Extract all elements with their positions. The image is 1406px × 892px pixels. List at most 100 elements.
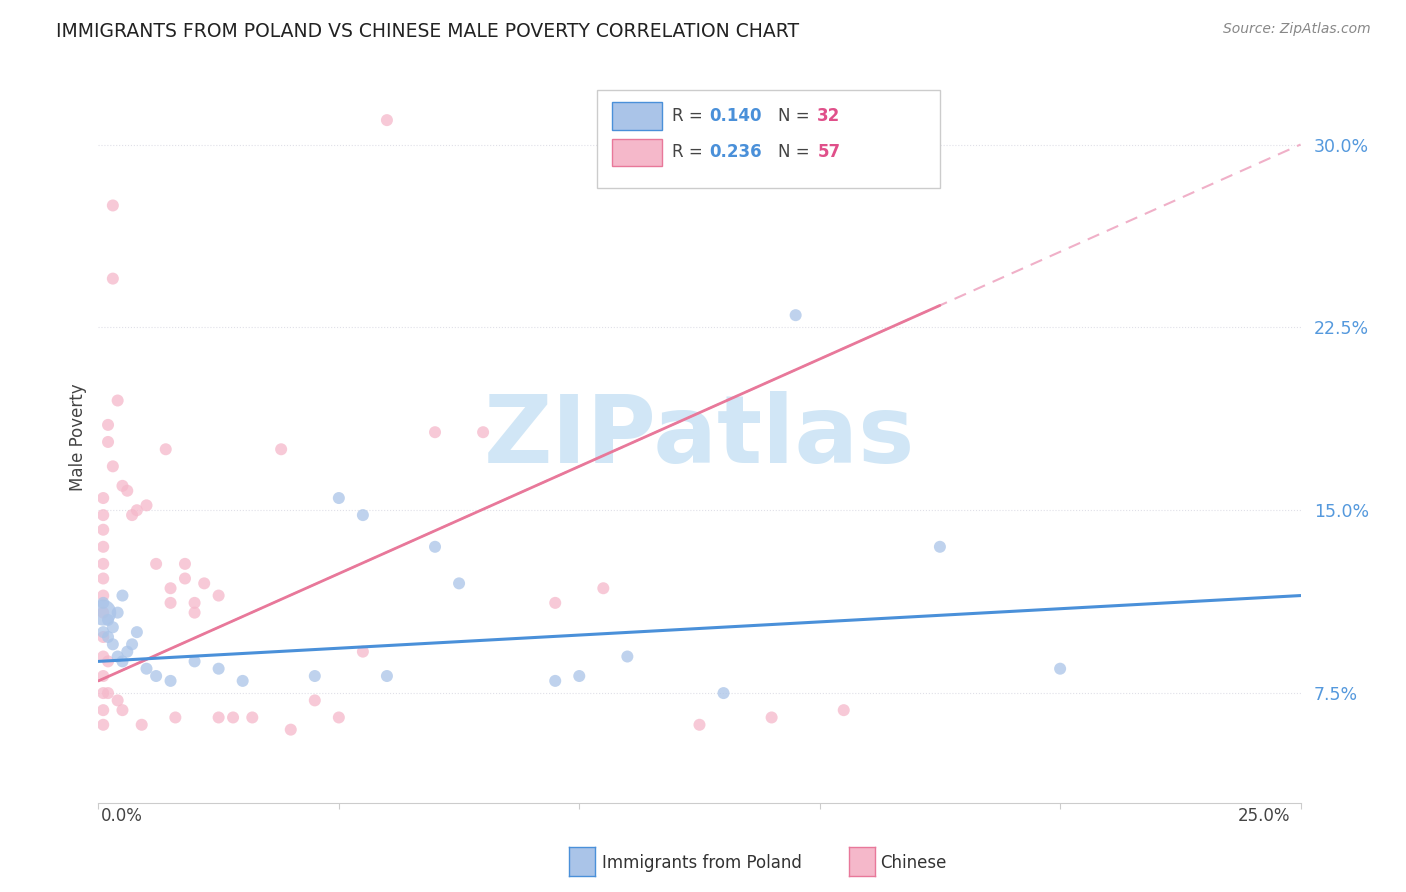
Point [91, 557, 114, 571]
Text: IMMIGRANTS FROM POLAND VS CHINESE MALE POVERTY CORRELATION CHART: IMMIGRANTS FROM POLAND VS CHINESE MALE P… [56, 22, 800, 41]
Point [111, 703, 134, 717]
Point [97, 686, 120, 700]
Point [121, 508, 143, 522]
Point [101, 198, 124, 212]
Point [270, 442, 292, 457]
Text: Chinese: Chinese [880, 855, 946, 872]
Text: R =: R = [672, 107, 707, 125]
FancyBboxPatch shape [612, 138, 662, 167]
Text: 0.236: 0.236 [709, 143, 762, 161]
Point [117, 483, 139, 498]
Text: N =: N = [778, 143, 814, 161]
Point [91, 491, 114, 505]
Point [472, 425, 495, 440]
Point [183, 606, 205, 620]
Point [131, 718, 153, 732]
Point [159, 596, 181, 610]
Point [304, 693, 326, 707]
Point [328, 491, 350, 505]
Point [375, 669, 398, 683]
Point [91, 625, 114, 640]
Point [761, 710, 783, 724]
Point [544, 673, 567, 688]
Point [91, 572, 114, 586]
Text: 32: 32 [817, 107, 841, 125]
Point [193, 576, 215, 591]
Text: ZIPatlas: ZIPatlas [484, 391, 915, 483]
Point [165, 710, 187, 724]
Point [352, 645, 374, 659]
Point [101, 620, 124, 634]
Point [91, 649, 114, 664]
Point [91, 630, 114, 644]
Y-axis label: Male Poverty: Male Poverty [69, 384, 87, 491]
Point [174, 572, 197, 586]
Text: 0.0%: 0.0% [101, 807, 143, 825]
Point [592, 581, 614, 595]
Point [91, 686, 114, 700]
Point [159, 673, 181, 688]
Point [183, 596, 205, 610]
Text: Source: ZipAtlas.com: Source: ZipAtlas.com [1223, 22, 1371, 37]
Point [832, 703, 855, 717]
Text: Immigrants from Poland: Immigrants from Poland [602, 855, 801, 872]
Point [208, 710, 231, 724]
Text: 25.0%: 25.0% [1239, 807, 1291, 825]
Point [928, 540, 950, 554]
Point [240, 710, 263, 724]
Text: N =: N = [778, 107, 814, 125]
Point [91, 508, 114, 522]
Point [222, 710, 245, 724]
Point [328, 710, 350, 724]
Point [91, 669, 114, 683]
Point [91, 523, 114, 537]
Point [111, 589, 134, 603]
Point [101, 637, 124, 651]
Point [97, 630, 120, 644]
Point [616, 649, 638, 664]
Point [91, 606, 114, 620]
Point [174, 557, 197, 571]
Point [785, 308, 807, 322]
Point [97, 417, 120, 432]
Point [91, 540, 114, 554]
Point [91, 718, 114, 732]
Point [125, 625, 148, 640]
Point [447, 576, 470, 591]
Point [713, 686, 735, 700]
Point [423, 425, 446, 440]
Point [91, 596, 114, 610]
Point [97, 434, 120, 449]
Text: R =: R = [672, 143, 707, 161]
Point [91, 703, 114, 717]
Point [121, 637, 143, 651]
Point [155, 442, 177, 457]
Point [1049, 662, 1071, 676]
Point [280, 723, 302, 737]
Point [352, 508, 374, 522]
Point [97, 654, 120, 668]
Point [568, 669, 591, 683]
Point [101, 271, 124, 285]
Point [145, 669, 167, 683]
Text: 57: 57 [817, 143, 841, 161]
Point [101, 459, 124, 474]
Point [145, 557, 167, 571]
FancyBboxPatch shape [598, 90, 939, 188]
Point [91, 589, 114, 603]
Point [375, 113, 398, 128]
Point [688, 718, 710, 732]
Point [208, 662, 231, 676]
Point [107, 606, 129, 620]
Point [97, 613, 120, 627]
Point [111, 654, 134, 668]
Point [159, 581, 181, 595]
Point [304, 669, 326, 683]
Point [107, 393, 129, 408]
Point [125, 503, 148, 517]
Point [423, 540, 446, 554]
Point [135, 662, 157, 676]
Point [91, 606, 114, 620]
Point [232, 673, 254, 688]
Point [111, 479, 134, 493]
